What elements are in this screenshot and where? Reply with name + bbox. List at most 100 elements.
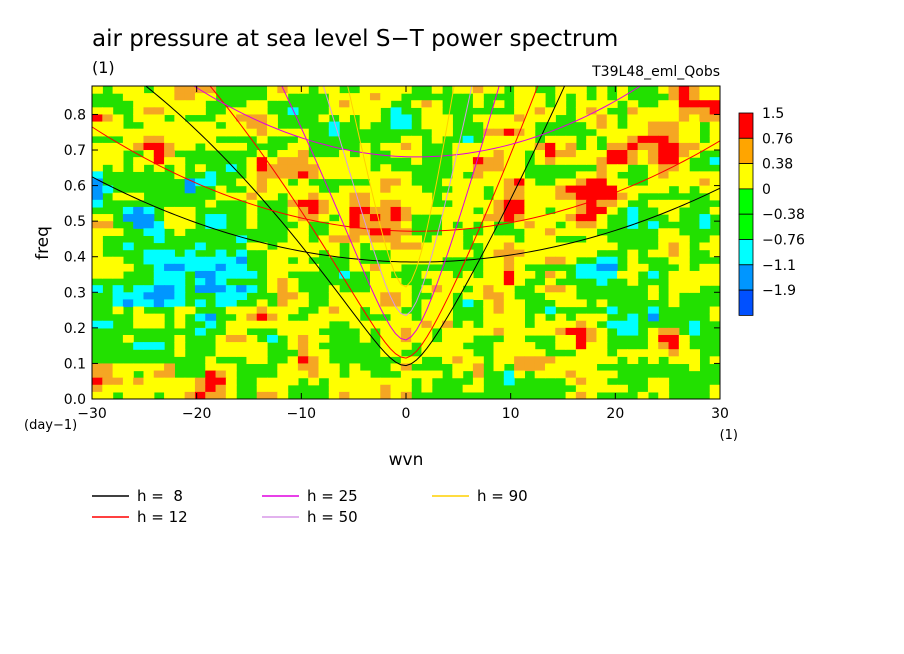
heatmap-cell (617, 349, 628, 357)
heatmap-cell (297, 292, 309, 301)
heatmap-cell (277, 278, 289, 286)
heatmap-cell (493, 278, 505, 286)
heatmap-cell (411, 242, 423, 251)
heatmap-cell (503, 114, 515, 123)
heatmap-cell (544, 142, 556, 151)
heatmap-cell (565, 157, 577, 165)
heatmap-cell (647, 199, 659, 208)
heatmap-cell (390, 192, 402, 201)
heatmap-cell (514, 86, 525, 94)
heatmap-cell (544, 278, 556, 286)
heatmap-cell (122, 334, 134, 343)
heatmap-cell (411, 192, 423, 201)
heatmap-cell (236, 327, 248, 336)
heatmap-cell (658, 327, 670, 336)
heatmap-cell (328, 242, 340, 251)
heatmap-cell (277, 384, 289, 393)
heatmap-cell (442, 270, 453, 279)
heatmap-cell (400, 370, 412, 379)
heatmap-cell (627, 214, 639, 222)
heatmap-cell (606, 199, 618, 208)
heatmap-cell (493, 306, 505, 315)
heatmap-cell (112, 86, 124, 94)
heatmap-cell (194, 135, 206, 144)
heatmap-cell (462, 178, 474, 187)
heatmap-cell (92, 214, 103, 222)
heatmap-cell (205, 93, 217, 101)
heatmap-cell (380, 285, 392, 293)
heatmap-cell (503, 142, 515, 151)
heatmap-cell (678, 164, 690, 172)
heatmap-cell (514, 327, 525, 336)
heatmap-cell (606, 242, 618, 251)
heatmap-cell (658, 171, 670, 180)
heatmap-cell (349, 93, 361, 101)
heatmap-cell (287, 128, 299, 137)
heatmap-cell (297, 349, 309, 357)
heatmap-cell (668, 334, 680, 343)
heatmap-cell (493, 285, 505, 293)
heatmap-cell (514, 199, 525, 208)
heatmap-cell (102, 214, 114, 222)
heatmap-cell (390, 142, 402, 151)
heatmap-cell (215, 192, 227, 201)
heatmap-cell (112, 285, 124, 293)
heatmap-cell (143, 142, 155, 151)
heatmap-cell (153, 86, 165, 94)
heatmap-cell (390, 384, 402, 393)
heatmap-cell (225, 306, 237, 315)
heatmap-cell (483, 242, 495, 251)
heatmap-cell (339, 93, 350, 101)
heatmap-cell (596, 334, 608, 343)
heatmap-cell (92, 199, 103, 208)
heatmap-cell (431, 299, 443, 308)
heatmap-cell (349, 384, 361, 393)
heatmap-cell (318, 334, 330, 343)
heatmap-cell (400, 334, 412, 343)
heatmap-cell (359, 377, 371, 386)
heatmap-cell (596, 86, 608, 94)
heatmap-cell (153, 292, 165, 301)
heatmap-cell (524, 135, 536, 144)
heatmap-cell (246, 100, 258, 108)
heatmap-cell (380, 278, 392, 286)
heatmap-cell (143, 100, 155, 108)
heatmap-cell (709, 206, 720, 215)
heatmap-cell (390, 278, 402, 286)
heatmap-cell (122, 391, 134, 399)
heatmap-cell (339, 235, 350, 244)
heatmap-cell (256, 121, 268, 130)
heatmap-cell (442, 214, 453, 222)
heatmap-cell (493, 114, 505, 123)
heatmap-cell (699, 178, 711, 187)
heatmap-cell (339, 270, 350, 279)
heatmap-cell (225, 128, 237, 137)
heatmap-cell (153, 221, 165, 229)
heatmap-cell (431, 349, 443, 357)
heatmap-cell (565, 292, 577, 301)
heatmap-cell (462, 199, 474, 208)
heatmap-cell (472, 199, 484, 208)
heatmap-cell (184, 221, 196, 229)
heatmap-cell (359, 214, 371, 222)
heatmap-cell (452, 249, 464, 258)
heatmap-cell (184, 214, 196, 222)
heatmap-cell (400, 171, 412, 180)
heatmap-cell (225, 164, 237, 172)
heatmap-cell (555, 313, 567, 322)
heatmap-cell (421, 270, 433, 279)
heatmap-cell (143, 150, 155, 158)
heatmap-cell (133, 107, 145, 116)
heatmap-cell (555, 370, 567, 379)
heatmap-cell (164, 263, 175, 272)
heatmap-cell (442, 235, 453, 244)
heatmap-cell (699, 263, 711, 272)
heatmap-cell (442, 356, 453, 365)
heatmap-cell (565, 320, 577, 329)
heatmap-cell (205, 363, 217, 372)
heatmap-cell (256, 164, 268, 172)
heatmap-cell (472, 164, 484, 172)
heatmap-cell (225, 349, 237, 357)
heatmap-cell (658, 391, 670, 399)
heatmap-cell (647, 334, 659, 343)
